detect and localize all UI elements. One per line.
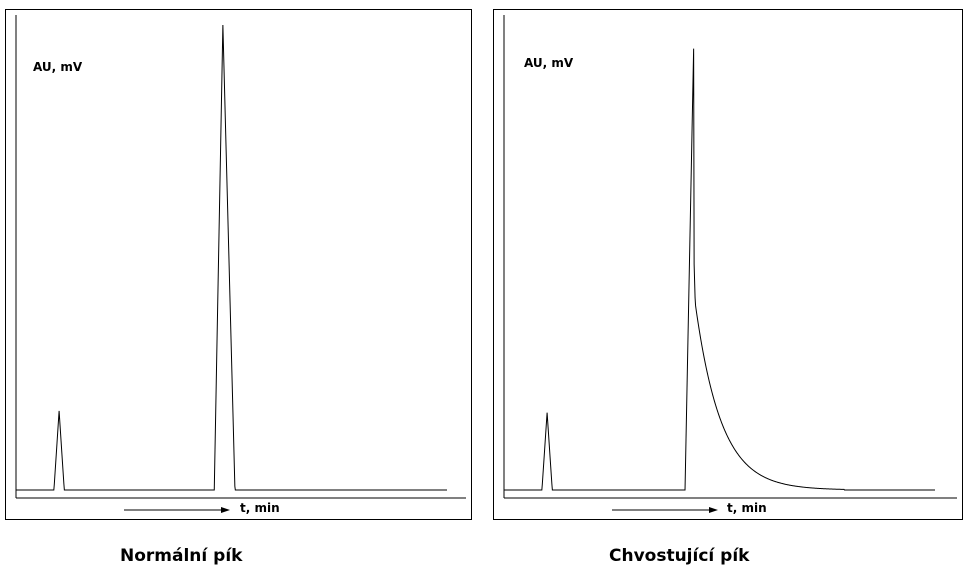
chromatogram-trace bbox=[16, 24, 447, 491]
x-axis-label: t, min bbox=[727, 501, 767, 515]
time-arrow-head bbox=[221, 507, 230, 513]
x-axis-label: t, min bbox=[240, 501, 280, 515]
chart-tailing-svg bbox=[503, 15, 957, 513]
chart-normal-svg bbox=[15, 15, 466, 513]
y-axis-label: AU, mV bbox=[33, 60, 83, 74]
y-axis-label: AU, mV bbox=[524, 56, 574, 70]
chart-title-normal: Normální pík bbox=[120, 546, 243, 566]
chart-panel-normal: AU, mV t, min bbox=[5, 9, 472, 520]
chromatogram-trace bbox=[504, 48, 935, 491]
time-arrow-head bbox=[709, 507, 718, 513]
chart-panel-tailing: AU, mV t, min bbox=[493, 9, 963, 520]
chart-title-tailing: Chvostující pík bbox=[609, 546, 750, 566]
